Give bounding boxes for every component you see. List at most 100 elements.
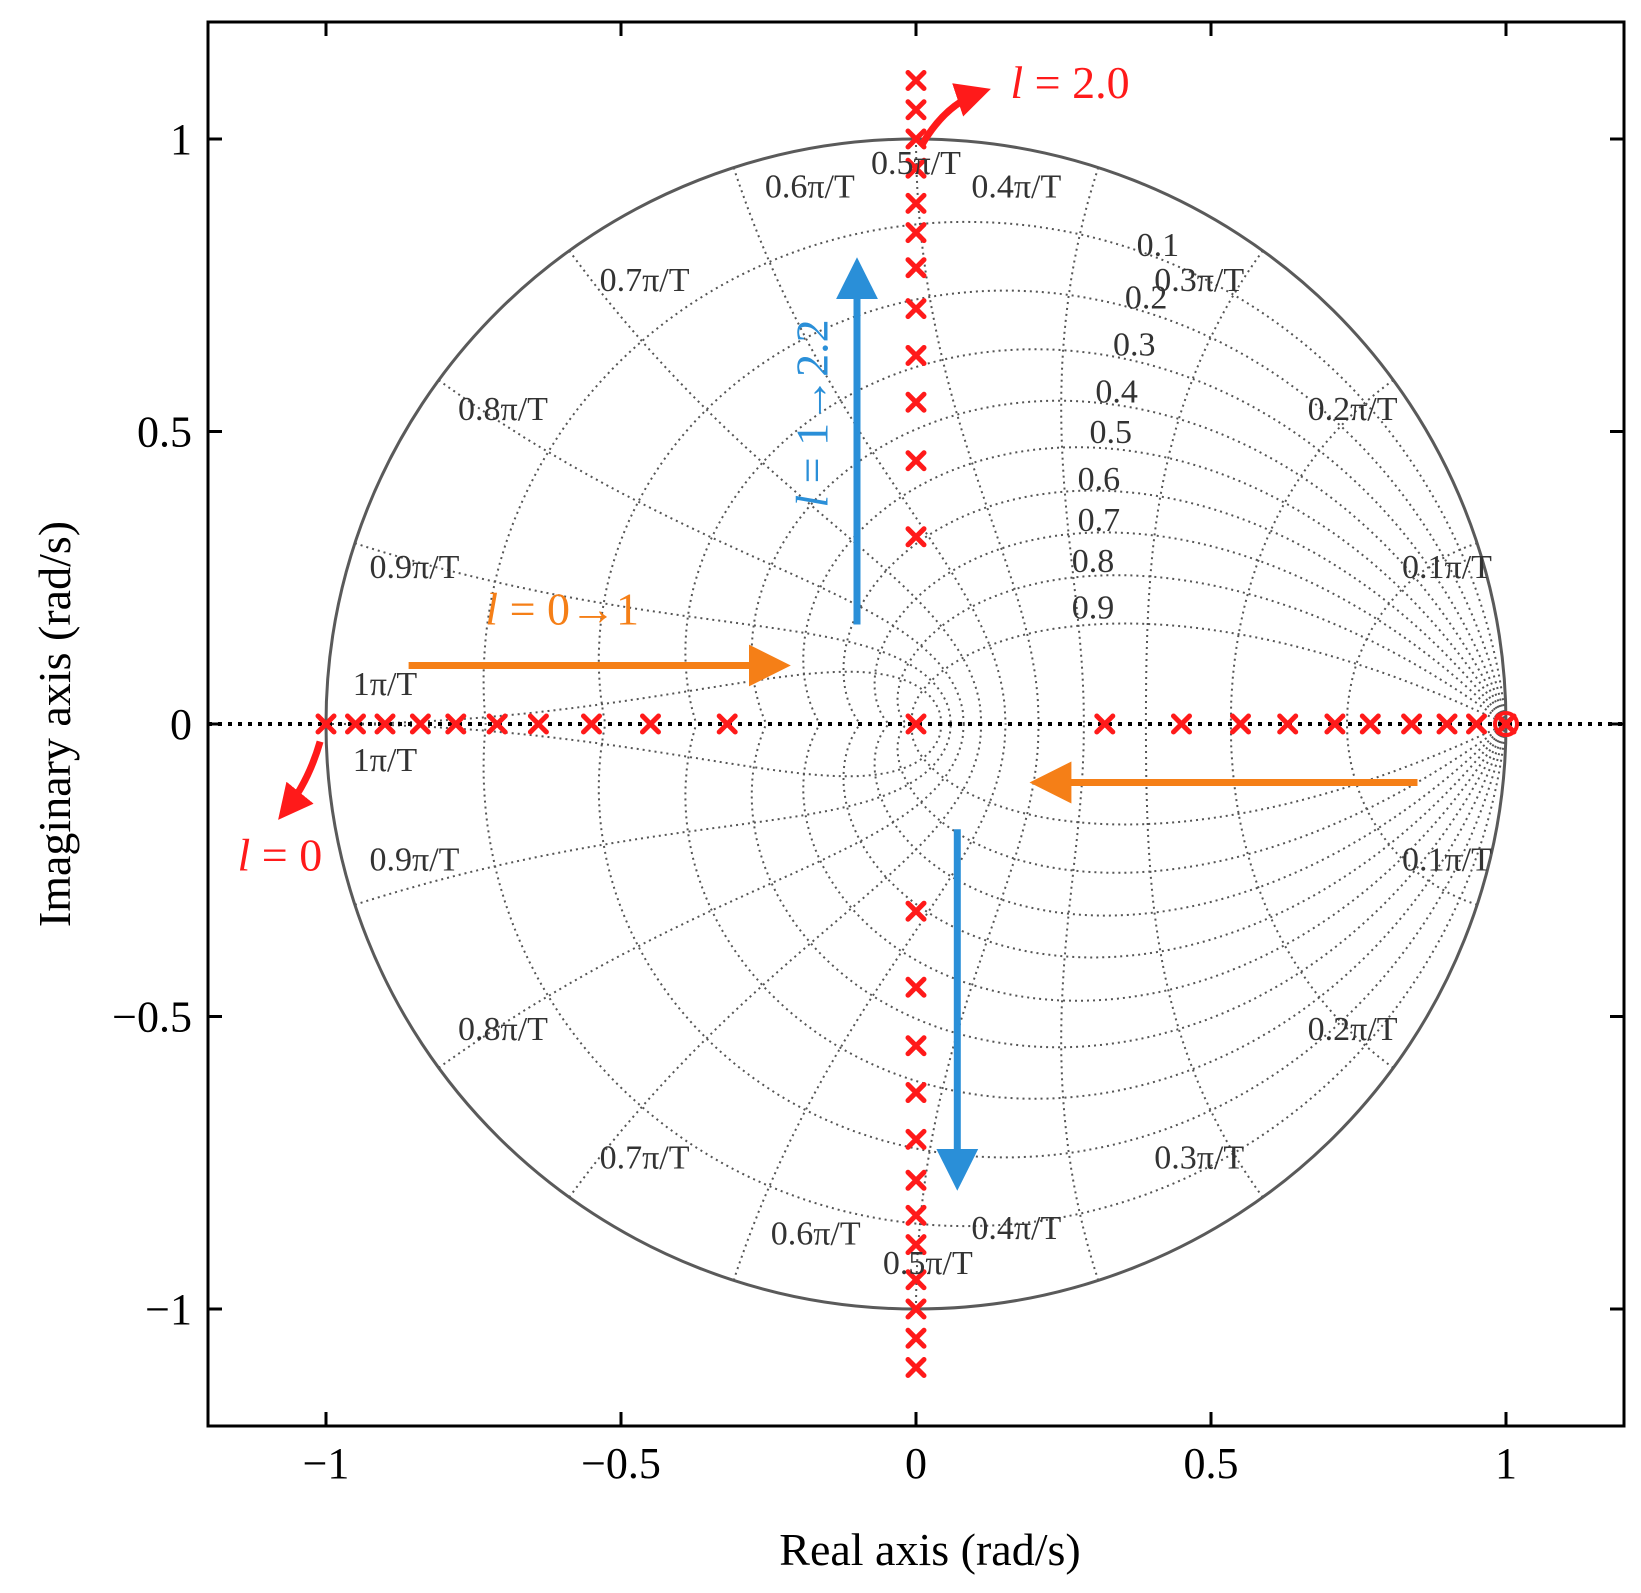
pole-imag-12 — [905, 900, 927, 922]
frequency-curve-0.9π/T-upper — [354, 542, 952, 725]
frequency-label-lower-0.9π/T: 0.9π/T — [370, 841, 460, 878]
damping-curve-0.6-upper — [842, 489, 1507, 725]
damping-label-0.6: 0.6 — [1078, 461, 1121, 498]
pole-real-1 — [345, 713, 366, 735]
pole-real-4 — [445, 713, 467, 735]
pole-imag-17 — [905, 1169, 927, 1191]
x-tick-label: −0.5 — [581, 1439, 661, 1488]
pole-real-0 — [315, 713, 337, 735]
poles — [315, 70, 1519, 1378]
frequency-label-upper-0.6π/T: 0.6π/T — [765, 169, 855, 206]
damping-curve-0.9-lower — [911, 723, 1507, 826]
x-axis-title: Real axis (rad/s) — [779, 1524, 1080, 1575]
pole-real-12 — [1171, 713, 1192, 735]
damping-curve-0.2-upper — [597, 289, 1507, 725]
pole-real-19 — [1466, 713, 1487, 735]
damping-label-0.5: 0.5 — [1089, 414, 1132, 451]
frequency-curve-0.4π/T-upper — [1060, 167, 1100, 725]
damping-curve-0.1-upper — [482, 220, 1507, 725]
y-tick-label: 0.5 — [137, 408, 192, 457]
pole-imag-13 — [905, 976, 927, 998]
frequency-curve-0.5π/T-lower — [915, 723, 1040, 1309]
pole-imag-15 — [905, 1082, 927, 1104]
damping-label-0.4: 0.4 — [1095, 373, 1138, 410]
frequency-curve-0.3π/T-upper — [1144, 250, 1264, 725]
damping-curve-0.2-lower — [597, 723, 1507, 1159]
damping-label-0.7: 0.7 — [1078, 502, 1121, 539]
damping-curve-0.1-lower — [482, 723, 1507, 1228]
damping-label-0.9: 0.9 — [1072, 590, 1115, 627]
pole-imag-4 — [905, 192, 927, 214]
pole-real-5 — [486, 713, 508, 735]
pole-imag-23 — [905, 1357, 927, 1378]
annotation-labels: l = 2.0 l = 0 l = 0→1 l = 1→2.2 — [238, 57, 1130, 880]
frequency-curve-0.2π/T-upper — [1229, 379, 1394, 725]
frequency-curve-0.3π/T-lower — [1144, 723, 1264, 1198]
pole-real-15 — [1324, 713, 1346, 735]
damping-curve-0.6-lower — [842, 723, 1507, 959]
pole-imag-9 — [905, 391, 927, 413]
frequency-label-lower-0.1π/T: 0.1π/T — [1402, 841, 1492, 878]
frequency-curve-0.6π/T-lower — [732, 723, 1007, 1281]
frequency-label-lower-0.3π/T: 0.3π/T — [1154, 1140, 1244, 1177]
frequency-label-upper-0.9π/T: 0.9π/T — [370, 549, 460, 586]
damping-curve-0.3-upper — [684, 348, 1507, 725]
damping-label-0.1: 0.1 — [1137, 227, 1180, 264]
pole-imag-16 — [905, 1128, 927, 1150]
frequency-label-lower-0.5π/T: 0.5π/T — [883, 1245, 973, 1282]
damping-curve-0.9-upper — [911, 622, 1507, 725]
damping-curve-0.5-upper — [802, 446, 1507, 725]
frequency-label-upper-0.8π/T: 0.8π/T — [458, 391, 548, 428]
damping-label-0.2: 0.2 — [1125, 280, 1168, 317]
pole-imag-19 — [905, 1234, 927, 1256]
frequency-curve-0.6π/T-upper — [732, 167, 1007, 725]
frequency-curve-0.4π/T-lower — [1060, 723, 1100, 1281]
y-tick-label: −0.5 — [112, 993, 192, 1042]
annotation-l01: l = 0→1 — [485, 584, 639, 635]
x-tick-label: 0.5 — [1184, 1439, 1239, 1488]
pole-imag-7 — [905, 298, 927, 320]
frequency-label-upper-0.4π/T: 0.4π/T — [971, 169, 1061, 206]
frequency-label-lower-0.7π/T: 0.7π/T — [600, 1140, 690, 1177]
frequency-label-upper-0.3π/T: 0.3π/T — [1154, 262, 1244, 299]
pole-real-14 — [1277, 713, 1299, 735]
damping-curve-0.4-lower — [750, 723, 1507, 1049]
pole-real-13 — [1230, 713, 1251, 735]
y-tick-label: −1 — [145, 1285, 192, 1334]
pole-real-18 — [1436, 713, 1458, 735]
red-arrow-l0 — [278, 740, 324, 820]
annotation-l0: l = 0 — [238, 829, 323, 880]
annotation-arrows — [278, 83, 1418, 1191]
pole-real-8 — [640, 713, 661, 735]
frequency-label-lower-0.6π/T: 0.6π/T — [771, 1216, 861, 1253]
frequency-label-lower-0.8π/T: 0.8π/T — [458, 1011, 548, 1048]
grid-labels: 0.1 0.2 0.3 0.4 0.5 0.6 0.7 0.8 0.9 0.1π/T 0.1π/T 0… — [353, 145, 1492, 1282]
pole-imag-18 — [905, 1204, 927, 1226]
pole-imag-0 — [905, 70, 927, 91]
pole-imag-1 — [905, 99, 927, 121]
pole-imag-20 — [905, 1269, 927, 1291]
pole-imag-5 — [905, 222, 927, 244]
damping-curve-0.3-lower — [684, 723, 1507, 1100]
frequency-curve-0.2π/T-lower — [1229, 723, 1394, 1069]
pole-imag-2 — [905, 128, 927, 150]
pole-real-7 — [581, 713, 602, 735]
y-tick-label: 1 — [170, 115, 192, 164]
x-tick-label: 1 — [1495, 1439, 1517, 1488]
annotation-l122: l = 1→2.2 — [787, 319, 838, 507]
frequency-label-upper-0.5π/T: 0.5π/T — [871, 145, 961, 182]
damping-label-0.8: 0.8 — [1072, 543, 1115, 580]
frequency-curve-0.8π/T-upper — [438, 379, 965, 725]
pole-imag-10 — [905, 450, 927, 472]
frequency-label-upper-0.7π/T: 0.7π/T — [600, 262, 690, 299]
pole-imag-14 — [905, 1035, 927, 1057]
y-tick-label: 0 — [170, 700, 192, 749]
frequency-label-upper-0.1π/T: 0.1π/T — [1402, 549, 1492, 586]
pole-real-11 — [1094, 713, 1116, 735]
frequency-curve-1π/T-upper — [326, 670, 943, 725]
axis-ticks: −1 −0.5 0 0.5 1 −1 −0.5 0 0.5 1 — [112, 22, 1624, 1488]
frequency-curve-1π/T-lower — [326, 723, 943, 778]
x-tick-label: 0 — [905, 1439, 927, 1488]
pole-real-10 — [905, 713, 927, 735]
